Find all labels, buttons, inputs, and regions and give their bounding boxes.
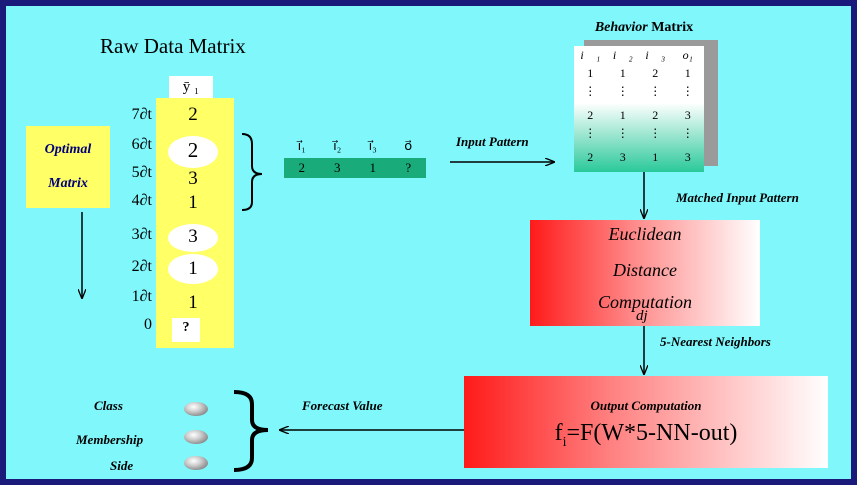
highlight-box-0: [172, 318, 200, 342]
input-pattern-value: ?: [405, 160, 412, 175]
time-label-6: 6∂t: [131, 136, 152, 153]
behavior-matrix-cell: ⋮: [584, 84, 597, 98]
input-pattern-header: i⃗₃: [368, 138, 377, 153]
time-label-1: 1∂t: [131, 288, 152, 305]
input-pattern-header: i⃗₂: [333, 138, 342, 153]
behavior-matrix-cell: 2: [587, 108, 594, 122]
behavior-matrix-cell: ⋮: [649, 84, 662, 98]
dj-label: dj: [636, 308, 648, 325]
input-pattern-value: 1: [369, 160, 377, 175]
behavior-matrix-cell: ⋮: [681, 126, 694, 140]
behavior-matrix-cell: 3: [684, 150, 691, 164]
behavior-matrix-cell: ⋮: [584, 126, 597, 140]
matched-input-pattern-label: Matched Input Pattern: [676, 190, 799, 205]
euclidean-line1: Euclidean: [608, 224, 682, 244]
behavior-matrix-cell: 1: [587, 66, 594, 80]
y-column-header: ȳ ₁: [169, 76, 213, 98]
slide-canvas: Raw Data Matrix ȳ ₁ 7∂t 6∂t 5∂t 4∂t 3∂t …: [6, 6, 851, 479]
behavior-matrix-cell: 1: [652, 150, 659, 164]
behavior-matrix-header-row: i⃗ ₁ i⃗ ₂ i⃗ ₃ o₁: [574, 46, 704, 64]
formula-rest: =F(W*5-NN-out): [566, 420, 738, 446]
euclidean-line3: Computation: [597, 292, 692, 312]
behavior-matrix-row: ⋮ ⋮ ⋮ ⋮: [574, 124, 704, 142]
behavior-matrix-cell: 2: [652, 66, 659, 80]
y-value-5: 3: [188, 168, 198, 189]
time-label-7: 7∂t: [131, 106, 152, 123]
behavior-matrix-cell: 1: [619, 108, 626, 122]
behavior-matrix: i⃗ ₁ i⃗ ₂ i⃗ ₃ o₁ 1 1 2 1 ⋮ ⋮ ⋮ ⋮ 2 1 2 …: [574, 46, 704, 172]
behavior-matrix-cell: 1: [684, 66, 691, 80]
output-formula: fi=F(W*5-NN-out): [464, 420, 828, 451]
formula-sub: i: [562, 434, 567, 450]
time-label-2: 2∂t: [131, 258, 152, 275]
input-pattern-value: 3: [334, 160, 341, 175]
connector-overlay: [6, 133, 851, 472]
nearest-neighbors-label: 5-Nearest Neighbors: [660, 334, 771, 349]
optimal-matrix-line1: Optimal: [44, 142, 92, 157]
class-brace: [233, 390, 269, 472]
input-pattern-header: o⃗: [404, 138, 413, 153]
behavior-matrix-cell: 3: [684, 108, 691, 122]
output-computation-title: Output Computation: [590, 398, 702, 413]
behavior-matrix-cell: 1: [619, 66, 626, 80]
behavior-matrix-cell: 2: [652, 108, 659, 122]
behavior-matrix-cell: ⋮: [616, 126, 629, 140]
y-value-1: 1: [188, 292, 198, 313]
behavior-matrix-header: i⃗ ₁: [580, 48, 601, 62]
class-label: Class: [94, 398, 123, 413]
input-pattern-value-row: 2 3 1 ?: [284, 158, 426, 178]
highlight-ellipse-3dt: [168, 224, 218, 252]
sphere-icon: [184, 430, 208, 444]
membership-label: Membership: [76, 432, 144, 447]
sphere-icon: [184, 402, 208, 416]
y-value-7: 2: [188, 104, 198, 125]
time-label-5: 5∂t: [131, 164, 152, 181]
behavior-matrix-row: 2 3 1 3: [574, 148, 704, 166]
behavior-matrix-title-italic: Behavior: [594, 20, 648, 35]
input-pattern-header-row: i⃗₁ i⃗₂ i⃗₃ o⃗: [284, 134, 426, 158]
behavior-matrix-header: o₁: [682, 48, 693, 62]
y-value-6: 2: [187, 138, 199, 162]
input-pattern-value: 2: [298, 160, 306, 175]
input-pattern-header: i⃗₁: [297, 138, 306, 153]
time-label-3: 3∂t: [131, 226, 152, 243]
time-label-4: 4∂t: [131, 192, 152, 209]
behavior-matrix-row: 1 1 2 1: [574, 64, 704, 82]
optimal-matrix-box: Optimal Matrix: [26, 126, 110, 208]
y-value-0: ?: [182, 320, 190, 335]
behavior-matrix-cell: ⋮: [681, 84, 694, 98]
behavior-matrix-header: i⃗ ₃: [645, 48, 666, 62]
side-label: Side: [110, 458, 134, 473]
output-computation-box: Output Computation fi=F(W*5-NN-out): [464, 376, 828, 468]
y-value-3: 3: [188, 226, 198, 247]
right-brace: [241, 133, 263, 211]
highlight-ellipse-2dt: [168, 254, 218, 284]
forecast-value-label: Forecast Value: [302, 398, 383, 413]
raw-data-matrix-title: Raw Data Matrix: [100, 34, 246, 58]
input-pattern-table: i⃗₁ i⃗₂ i⃗₃ o⃗ 2 3 1 ?: [284, 134, 426, 178]
behavior-matrix-cell: 3: [619, 150, 626, 164]
sphere-icon: [184, 456, 208, 470]
behavior-matrix-header: i⃗ ₂: [612, 48, 633, 62]
behavior-matrix-title-rest: Matrix: [647, 20, 694, 35]
optimal-matrix-line2: Matrix: [48, 176, 88, 191]
behavior-matrix-row: ⋮ ⋮ ⋮ ⋮: [574, 82, 704, 100]
highlight-ellipse-6dt: [168, 136, 218, 168]
behavior-matrix-title: Behavior Matrix: [574, 20, 714, 36]
euclidean-distance-box: Euclidean Distance Computation: [530, 220, 760, 326]
behavior-matrix-cell: 2: [587, 150, 594, 164]
behavior-matrix-row: 2 1 2 3: [574, 106, 704, 124]
time-label-0: 0: [144, 316, 152, 333]
euclidean-line2: Distance: [613, 260, 677, 280]
behavior-matrix-cell: ⋮: [649, 126, 662, 140]
behavior-matrix-cell: ⋮: [616, 84, 629, 98]
dj-text: dj: [636, 308, 648, 324]
y-value-2: 1: [188, 258, 198, 279]
y-value-4: 1: [188, 192, 198, 213]
input-pattern-label: Input Pattern: [456, 134, 529, 149]
formula-f: f: [554, 420, 563, 446]
